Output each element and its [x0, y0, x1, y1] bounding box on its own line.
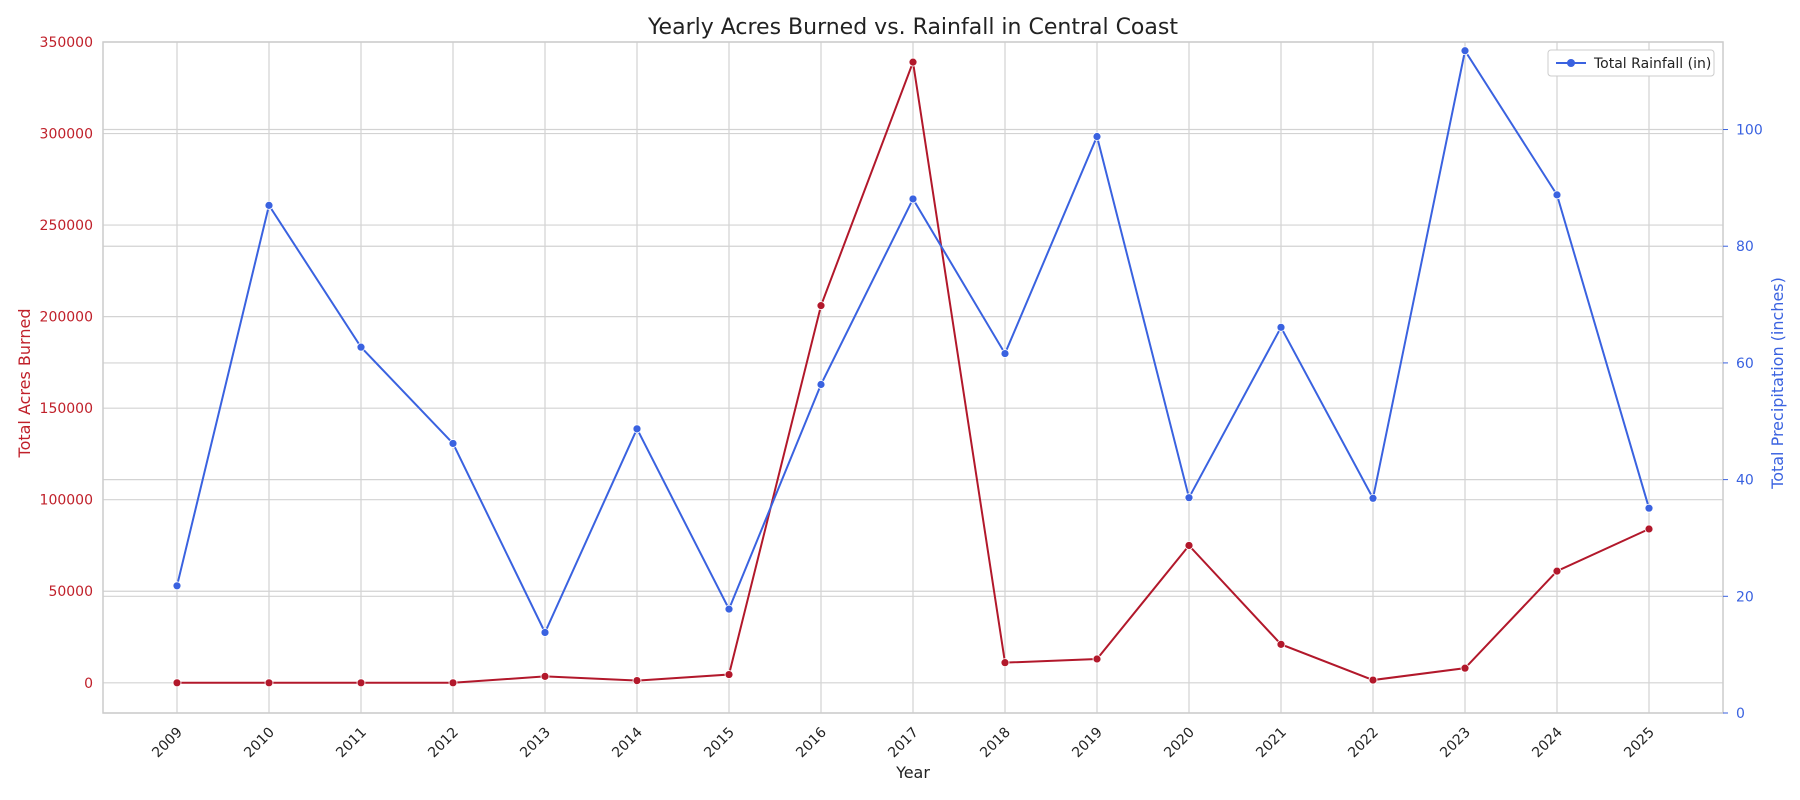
data-point [1276, 639, 1286, 649]
left-y-tick-label: 350000 [40, 35, 93, 51]
axis-ticks: 2009 2010 2011 2012 2013 2014 2015 2016 2017 2018… [40, 35, 1763, 761]
data-point [1644, 524, 1654, 534]
series-layer [172, 46, 1654, 688]
x-axis-label: Year [895, 763, 930, 782]
data-point [1368, 675, 1378, 685]
right-y-tick-label: 20 [1736, 589, 1754, 605]
legend-swatch-marker [1567, 59, 1575, 67]
x-tick-label: 2023 [1437, 725, 1474, 762]
x-tick-label: 2018 [977, 725, 1014, 762]
left-y-axis-label: Total Acres Burned [15, 309, 34, 459]
plot-border [102, 41, 1724, 714]
data-point [264, 678, 274, 688]
legend-label: Total Rainfall (in) [1593, 56, 1711, 72]
data-point [1368, 493, 1378, 503]
data-point [540, 671, 550, 681]
left-y-tick-label: 200000 [40, 310, 93, 326]
data-point [1000, 349, 1010, 358]
x-tick-label: 2010 [241, 725, 278, 762]
data-point [1184, 541, 1194, 550]
data-point [1276, 322, 1286, 332]
data-point [1552, 190, 1562, 200]
data-point [1460, 46, 1470, 56]
data-point [1552, 566, 1562, 576]
legend: Total Rainfall (in) [1547, 49, 1715, 77]
x-tick-label: 2017 [885, 725, 922, 762]
data-point [908, 57, 918, 67]
x-tick-label: 2019 [1069, 725, 1106, 762]
x-tick-label: 2014 [609, 724, 646, 761]
left-y-tick-label: 100000 [40, 493, 93, 509]
data-point [172, 678, 182, 688]
x-tick-label: 2009 [149, 725, 186, 762]
x-tick-label: 2016 [793, 724, 830, 761]
grid [103, 41, 1723, 714]
data-point [1184, 493, 1194, 503]
data-point [1092, 654, 1102, 664]
data-point [724, 670, 734, 679]
data-point [1644, 503, 1654, 513]
x-tick-label: 2013 [517, 725, 554, 762]
x-tick-label: 2022 [1345, 725, 1382, 762]
right-y-tick-label: 40 [1736, 473, 1754, 489]
data-point [1092, 132, 1102, 141]
plot-frame [102, 41, 1724, 714]
data-point [448, 439, 458, 448]
left-y-tick-label: 50000 [48, 584, 93, 600]
right-y-tick-label: 60 [1736, 356, 1754, 372]
chart-title: Yearly Acres Burned vs. Rainfall in Cent… [647, 15, 1178, 40]
left-y-tick-label: 300000 [40, 127, 93, 143]
data-point [448, 678, 458, 688]
data-point [816, 380, 826, 389]
right-y-axis-label: Total Precipitation (inches) [1768, 277, 1787, 490]
right-y-tick-label: 80 [1736, 239, 1754, 255]
left-y-tick-label: 0 [84, 676, 93, 692]
x-tick-label: 2011 [333, 725, 370, 762]
data-point [816, 301, 826, 311]
data-point [264, 200, 274, 210]
data-point [1000, 658, 1010, 668]
x-tick-label: 2021 [1253, 725, 1290, 762]
data-point [1460, 663, 1470, 673]
x-tick-label: 2025 [1621, 725, 1658, 762]
left-y-tick-label: 150000 [40, 401, 93, 417]
x-tick-label: 2012 [425, 725, 462, 762]
data-point [632, 424, 642, 434]
x-tick-label: 2020 [1161, 725, 1198, 762]
legend-box [1547, 49, 1715, 77]
data-point [540, 628, 550, 637]
x-tick-label: 2015 [701, 725, 738, 762]
right-y-tick-label: 100 [1736, 123, 1763, 139]
left-y-tick-label: 250000 [40, 218, 93, 234]
data-point [356, 678, 366, 688]
data-point [908, 194, 918, 204]
right-y-tick-label: 0 [1736, 706, 1745, 722]
x-tick-label: 2024 [1529, 724, 1566, 761]
data-point [172, 581, 182, 591]
data-point [356, 342, 366, 352]
data-point [632, 676, 642, 685]
data-point [724, 604, 734, 614]
